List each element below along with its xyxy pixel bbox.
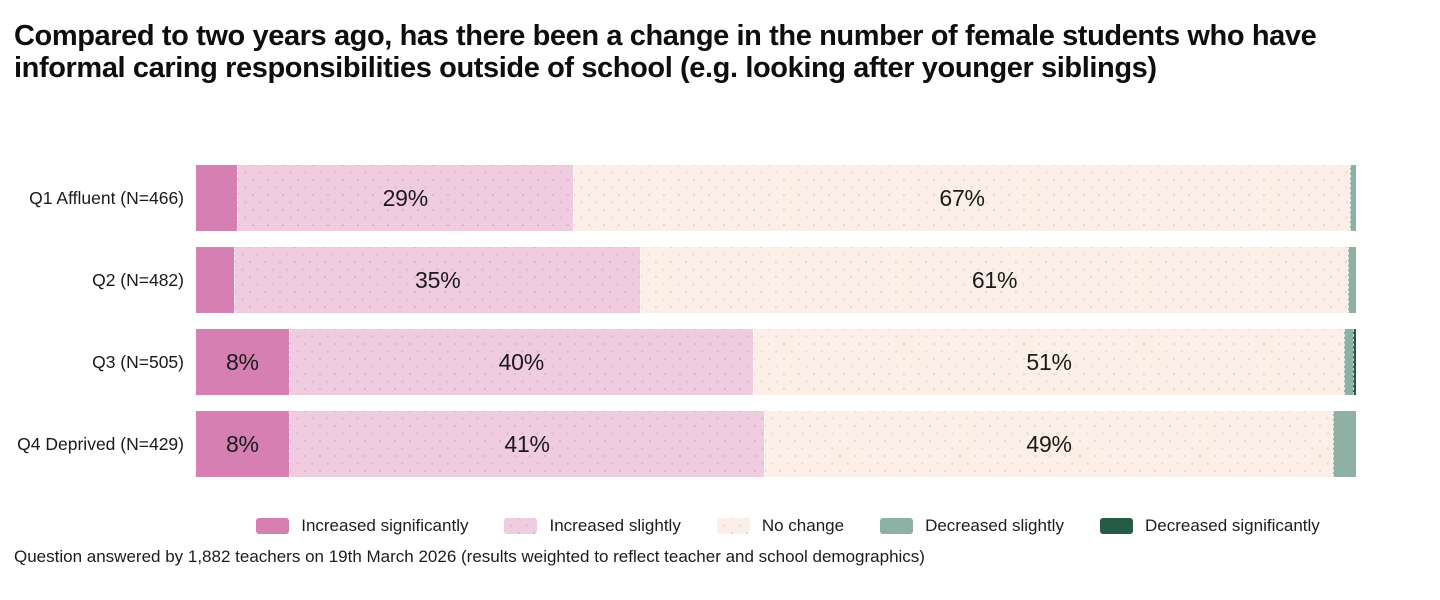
segment-value-label: 51%	[1026, 348, 1072, 375]
bar-segment	[1344, 329, 1353, 395]
segment-value-label: 29%	[382, 184, 429, 211]
bar-segment	[1347, 247, 1356, 313]
legend-swatch-icon	[504, 518, 538, 534]
bar-segment: 61%	[640, 247, 1348, 313]
bar-segment: 40%	[288, 329, 753, 395]
bar-chart: Q1 Affluent (N=466) 29% 67% Q2 (N=482) 35% 61…	[0, 165, 1440, 493]
segment-value-label: 41%	[504, 430, 550, 457]
bar-segment: 35%	[234, 247, 641, 313]
segment-value-label: 67%	[939, 184, 985, 211]
bar-segment	[196, 165, 237, 231]
legend-swatch-icon	[716, 518, 750, 534]
legend-item: Decreased significantly	[1099, 516, 1320, 536]
chart-legend: Increased significantly Increased slightl…	[208, 516, 1368, 536]
bar-row: Q3 (N=505) 8% 40% 51%	[0, 329, 1440, 395]
segment-value-label: 8%	[225, 348, 259, 375]
bar-segment: 49%	[764, 411, 1333, 477]
category-label: Q3 (N=505)	[92, 351, 184, 372]
legend-item: Decreased slightly	[880, 516, 1064, 536]
legend-label: Decreased significantly	[1144, 516, 1320, 535]
segment-value-label: 61%	[971, 266, 1018, 293]
bar-segment	[1350, 165, 1356, 231]
bar-track: 8% 41% 49%	[196, 411, 1356, 477]
legend-label: No change	[761, 516, 845, 535]
category-label: Q1 Affluent (N=466)	[29, 187, 184, 208]
chart-title: Compared to two years ago, has there bee…	[14, 20, 1317, 85]
legend-label: Increased slightly	[549, 516, 681, 535]
bar-track: 29% 67%	[196, 165, 1356, 231]
category-label: Q2 (N=482)	[92, 269, 184, 290]
legend-label: Decreased slightly	[925, 516, 1064, 535]
legend-swatch-icon	[256, 518, 290, 534]
legend-item: Increased slightly	[504, 516, 681, 536]
bar-segment: 41%	[288, 411, 765, 477]
bar-segment: 8%	[196, 329, 289, 395]
bar-segment: 8%	[196, 411, 289, 477]
legend-label: Increased significantly	[301, 516, 469, 535]
bar-row: Q4 Deprived (N=429) 8% 41% 49%	[0, 411, 1440, 477]
bar-segment	[1352, 329, 1356, 395]
category-label: Q4 Deprived (N=429)	[17, 433, 184, 454]
bar-segment: 67%	[572, 165, 1351, 231]
bar-segment: 51%	[752, 329, 1345, 395]
bar-segment	[196, 247, 235, 313]
segment-value-label: 35%	[415, 266, 461, 293]
legend-item: Increased significantly	[256, 516, 468, 536]
chart-footnote: Question answered by 1,882 teachers on 1…	[14, 547, 925, 566]
bar-track: 35% 61%	[196, 247, 1356, 313]
segment-value-label: 40%	[498, 348, 545, 375]
segment-value-label: 49%	[1026, 430, 1072, 457]
bar-segment	[1332, 411, 1356, 477]
segment-value-label: 8%	[225, 430, 259, 457]
bar-track: 8% 40% 51%	[196, 329, 1356, 395]
legend-item: No change	[716, 516, 845, 536]
bar-row: Q1 Affluent (N=466) 29% 67%	[0, 165, 1440, 231]
legend-swatch-icon	[880, 518, 914, 534]
legend-swatch-icon	[1099, 518, 1133, 534]
bar-row: Q2 (N=482) 35% 61%	[0, 247, 1440, 313]
bar-segment: 29%	[236, 165, 573, 231]
